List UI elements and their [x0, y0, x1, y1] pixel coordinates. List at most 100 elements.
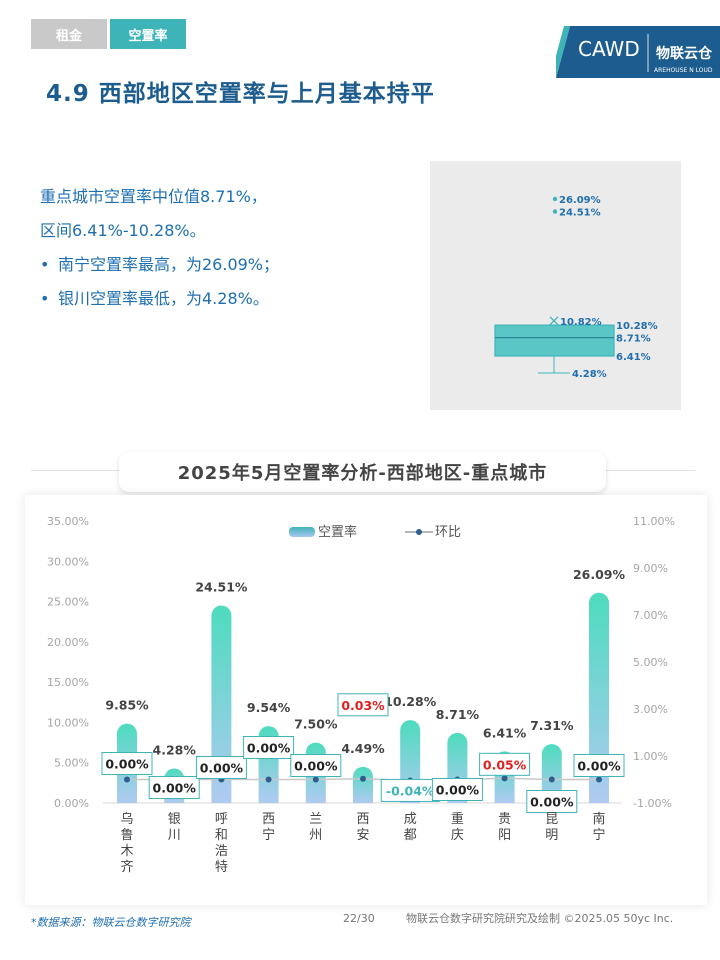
footer-copyright: 物联云仓数字研究院研究及绘制 ©2025.05 50yc Inc.: [406, 912, 674, 925]
mom-label-box: [290, 754, 342, 777]
page-title: 4.9 西部地区空置率与上月基本持平: [46, 81, 435, 107]
left-axis-tick: 5.00%: [54, 757, 89, 770]
left-axis-tick: 25.00%: [47, 596, 89, 609]
legend-label-vacancy: 空置率: [318, 524, 357, 540]
bar-vacancy-9: [541, 744, 562, 803]
category-label: 昆明: [545, 812, 558, 843]
mom-point: [265, 776, 272, 783]
vacancy-chart: 0.00% 5.00% 10.00% 15.00% 20.00% 25.00% 30.00%…: [47, 515, 675, 875]
mom-value-label: 0.00%: [530, 795, 574, 810]
mom-point: [501, 775, 508, 782]
legend-swatch-vacancy: [289, 527, 315, 537]
bar-vacancy-5: [353, 766, 373, 803]
summary-line-1: 重点城市空置率中位值8.71%，: [40, 187, 267, 206]
box-outlier-label: 26.09%: [559, 195, 601, 206]
mom-value-label: 0.00%: [247, 741, 291, 756]
bar-value-label: 24.51%: [195, 580, 248, 595]
bar-value-label: 26.09%: [573, 567, 626, 582]
box-q1-label: 6.41%: [616, 352, 651, 363]
mom-value-label: 0.00%: [153, 781, 197, 796]
bar-value-label: 8.71%: [436, 707, 480, 722]
logo-text-cn: 物联云仓: [656, 45, 713, 62]
category-label: 呼和浩特: [215, 812, 228, 875]
logo-sub: AREHOUSE N LOUD: [654, 67, 713, 74]
logo-text: CAWD: [578, 37, 640, 61]
bar-value-label: 4.49%: [341, 741, 385, 756]
summary-bullet-lowest: • 银川空置率最低，为4.28%。: [40, 282, 400, 316]
mom-value-label: 0.00%: [294, 759, 338, 774]
mom-label-box: [431, 778, 483, 801]
mom-value-label: 0.00%: [105, 757, 149, 772]
mom-label-box: [479, 752, 531, 776]
mom-label-box: [195, 756, 247, 779]
left-axis-tick: 35.00%: [47, 515, 89, 528]
page-number: 22/30: [343, 912, 375, 925]
mom-point: [596, 776, 602, 783]
mom-point: [360, 775, 366, 782]
mom-point: [124, 776, 130, 783]
left-axis-tick: 10.00%: [47, 716, 89, 729]
bar-value-label: 6.41%: [483, 725, 527, 740]
footer-source: *数据来源：物联云仓数字研究院: [31, 916, 191, 929]
category-label: 贵阳: [498, 812, 511, 843]
category-label: 成都: [404, 812, 417, 843]
bar-vacancy-2: [211, 605, 232, 803]
left-axis-tick: 15.00%: [47, 676, 89, 689]
cawd-logo: CAWD 物联云仓 AREHOUSE N LOUD: [556, 26, 720, 78]
tab-rent[interactable]: 租金: [31, 19, 107, 49]
category-label: 重庆: [451, 811, 464, 843]
box-outlier-label: 24.51%: [559, 208, 601, 219]
left-axis-tick: 20.00%: [47, 636, 89, 649]
mom-value-label: 0.03%: [341, 698, 385, 713]
mom-point: [548, 776, 555, 783]
right-axis-tick: 5.00%: [633, 656, 668, 669]
category-label: 西安: [356, 812, 369, 843]
mom-label-box: [101, 752, 153, 775]
category-label: 西宁: [262, 812, 275, 843]
category-label: 银川: [168, 812, 181, 843]
mom-value-label: 0.05%: [483, 757, 527, 772]
box-iqr: [494, 324, 615, 357]
mom-label-box: [526, 790, 578, 813]
box-median-label: 8.71%: [616, 334, 651, 345]
summary-text: 重点城市空置率中位值8.71%， 区间6.41%-10.28%。 • 南宁空置率最…: [40, 180, 400, 316]
right-axis-tick: 7.00%: [633, 609, 668, 622]
category-label: 兰州: [309, 812, 322, 843]
legend-label-mom: 环比: [435, 525, 461, 540]
bullet-text: 南宁空置率最高，为26.09%；: [58, 255, 280, 274]
right-axis-tick: 3.00%: [633, 703, 668, 716]
bullet-dot: •: [40, 255, 50, 274]
summary-line-2: 区间6.41%-10.28%。: [40, 221, 206, 240]
bar-value-label: 7.50%: [294, 717, 338, 732]
mom-value-label: 0.00%: [436, 783, 480, 798]
mom-label-box: [337, 693, 389, 717]
box-mean-marker: [549, 316, 559, 326]
mom-value-label: 0.00%: [577, 759, 621, 774]
right-axis-tick: -1.00%: [633, 797, 672, 810]
bullet-text: 银川空置率最低，为4.28%。: [58, 289, 269, 308]
category-label: 南宁: [592, 811, 605, 843]
mom-label-box: [243, 736, 295, 759]
bullet-dot: •: [40, 289, 50, 308]
chart-card: 0.00% 5.00% 10.00% 15.00% 20.00% 25.00% 30.00%…: [25, 495, 707, 905]
boxplot: 10.82% 10.28% 8.71% 6.41% 4.28% 26.09% 24.51%: [494, 195, 658, 380]
bar-value-label: 10.28%: [384, 694, 437, 709]
mom-value-label: 0.00%: [200, 761, 244, 776]
category-label: 乌鲁木齐: [120, 811, 133, 875]
box-q3-label: 10.28%: [616, 321, 658, 332]
left-axis-tick: 30.00%: [47, 555, 89, 568]
mom-point: [312, 776, 319, 783]
box-outlier-point: [552, 209, 558, 214]
mom-value-label: -0.04%: [386, 783, 435, 798]
bar-value-label: 7.31%: [530, 718, 574, 733]
left-axis-tick: 0.00%: [54, 797, 89, 810]
bar-vacancy-10: [589, 592, 609, 803]
box-outlier-point: [552, 196, 558, 202]
tab-vacancy[interactable]: 空置率: [110, 19, 186, 49]
right-axis-tick: 1.00%: [633, 750, 668, 763]
right-axis-tick: 9.00%: [633, 562, 668, 575]
bar-value-label: 4.28%: [153, 743, 197, 758]
box-min-label: 4.28%: [572, 369, 607, 380]
bar-value-label: 9.54%: [247, 700, 291, 715]
mom-label-box: [148, 776, 200, 799]
